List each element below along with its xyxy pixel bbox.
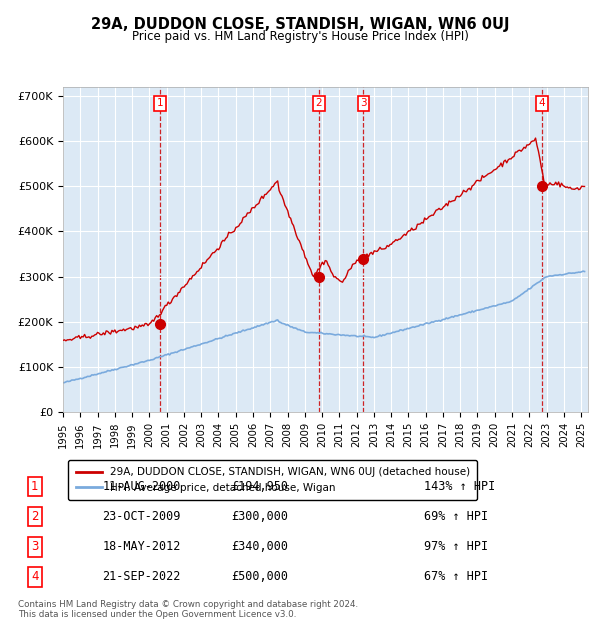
- Text: 3: 3: [360, 98, 367, 108]
- Text: 18-MAY-2012: 18-MAY-2012: [103, 540, 181, 553]
- Text: 143% ↑ HPI: 143% ↑ HPI: [424, 480, 496, 493]
- Text: 23-OCT-2009: 23-OCT-2009: [103, 510, 181, 523]
- Text: £340,000: £340,000: [232, 540, 289, 553]
- Text: 2: 2: [31, 510, 38, 523]
- Text: 21-SEP-2022: 21-SEP-2022: [103, 570, 181, 583]
- Text: 11-AUG-2000: 11-AUG-2000: [103, 480, 181, 493]
- Text: 1: 1: [157, 98, 163, 108]
- Text: 2: 2: [315, 98, 322, 108]
- Text: 29A, DUDDON CLOSE, STANDISH, WIGAN, WN6 0UJ: 29A, DUDDON CLOSE, STANDISH, WIGAN, WN6 …: [91, 17, 509, 32]
- Text: 4: 4: [538, 98, 545, 108]
- Text: £194,950: £194,950: [232, 480, 289, 493]
- Text: £300,000: £300,000: [232, 510, 289, 523]
- Text: 1: 1: [31, 480, 38, 493]
- Text: Price paid vs. HM Land Registry's House Price Index (HPI): Price paid vs. HM Land Registry's House …: [131, 30, 469, 43]
- Text: 69% ↑ HPI: 69% ↑ HPI: [424, 510, 488, 523]
- Text: 4: 4: [31, 570, 38, 583]
- Text: Contains HM Land Registry data © Crown copyright and database right 2024.
This d: Contains HM Land Registry data © Crown c…: [18, 600, 358, 619]
- Text: 3: 3: [31, 540, 38, 553]
- Text: 67% ↑ HPI: 67% ↑ HPI: [424, 570, 488, 583]
- Text: 97% ↑ HPI: 97% ↑ HPI: [424, 540, 488, 553]
- Text: £500,000: £500,000: [232, 570, 289, 583]
- Legend: 29A, DUDDON CLOSE, STANDISH, WIGAN, WN6 0UJ (detached house), HPI: Average price: 29A, DUDDON CLOSE, STANDISH, WIGAN, WN6 …: [68, 460, 477, 500]
